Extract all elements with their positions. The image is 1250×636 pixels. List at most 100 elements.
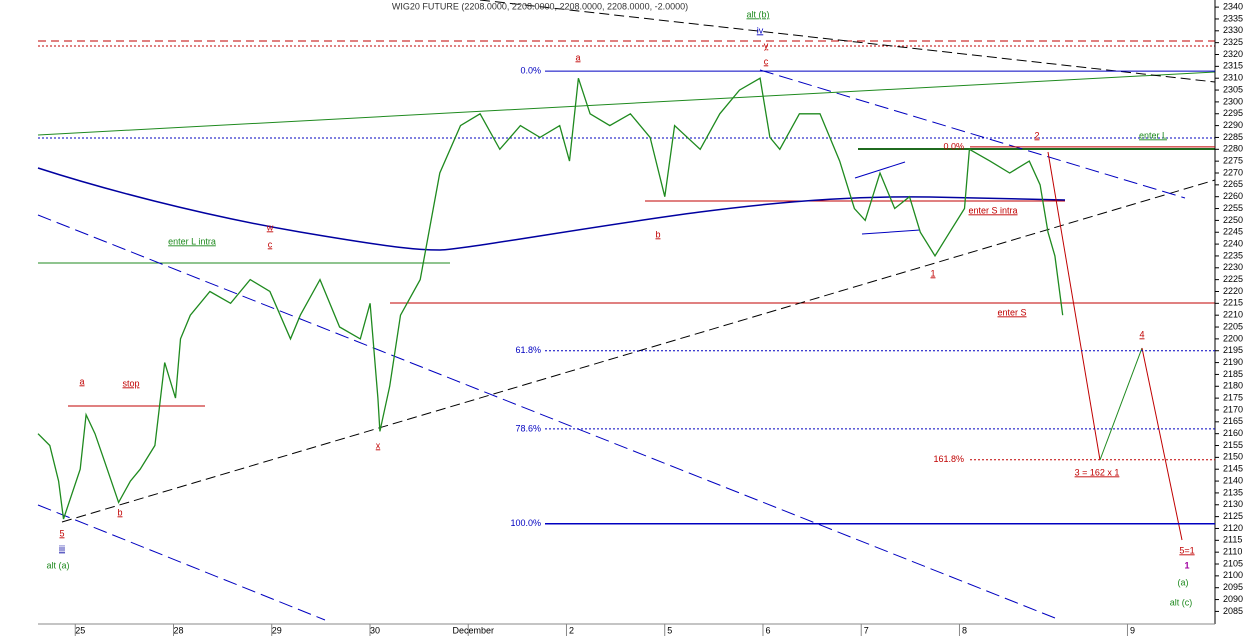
wave-label: a: [575, 52, 580, 62]
y-tick-label: 2135: [1223, 487, 1243, 497]
signal-label: enter S intra: [968, 205, 1017, 215]
y-tick-label: 2275: [1223, 156, 1243, 166]
y-tick-label: 2300: [1223, 96, 1243, 106]
y-tick-label: 2085: [1223, 606, 1243, 616]
wave-label: alt (b): [746, 9, 769, 19]
wave-label: iii: [59, 543, 65, 553]
y-tick-label: 2225: [1223, 274, 1243, 284]
channel-line: [861, 229, 921, 235]
x-tick-label: 25: [75, 625, 85, 635]
wave-label: 1: [1184, 560, 1189, 570]
study-lines: [37, 0, 1216, 621]
y-tick-label: 2140: [1223, 475, 1243, 485]
y-tick-label: 2285: [1223, 132, 1243, 142]
y-tick-label: 2145: [1223, 464, 1243, 474]
projection: [1047, 151, 1101, 461]
moving-average: [37, 167, 1066, 251]
y-tick-label: 2210: [1223, 310, 1243, 320]
y-tick-label: 2245: [1223, 227, 1243, 237]
y-tick-label: 2305: [1223, 84, 1243, 94]
fib-label: 161.8%: [933, 454, 964, 464]
y-tick-label: 2335: [1223, 13, 1243, 23]
wave-label: a: [79, 376, 84, 386]
signal-label: enter L intra: [168, 236, 216, 246]
y-tick-label: 2165: [1223, 416, 1243, 426]
wave-label: 4: [1139, 329, 1144, 339]
wave-label: 1: [930, 268, 935, 278]
wave-label: iv: [757, 25, 764, 35]
wave-label: b: [117, 507, 122, 517]
y-tick-label: 2090: [1223, 594, 1243, 604]
fib-label: 100.0%: [510, 518, 541, 528]
annotations: a iv alt (b) y c b w c enter L intra a s…: [46, 9, 1194, 607]
y-tick-label: 2125: [1223, 511, 1243, 521]
y-tick-label: 2200: [1223, 333, 1243, 343]
fib-label: 78.6%: [515, 423, 541, 433]
wave-label: 5: [59, 528, 64, 538]
wave-label: c: [764, 56, 769, 66]
wave-label: c: [268, 239, 273, 249]
price-line: [37, 77, 1064, 520]
wave-label: x: [376, 440, 381, 450]
y-tick-label: 2180: [1223, 381, 1243, 391]
y-tick-label: 2110: [1223, 547, 1242, 557]
y-tick-label: 2255: [1223, 203, 1243, 213]
x-tick-label: 6: [765, 625, 770, 635]
channel-line: [854, 161, 906, 179]
y-tick-label: 2315: [1223, 61, 1243, 71]
x-tick-label: 7: [864, 625, 869, 635]
x-tick-label: 2: [569, 625, 574, 635]
fib-label: 61.8%: [515, 345, 541, 355]
wave-label: alt (a): [46, 560, 69, 570]
fib-label: 0.0%: [943, 141, 964, 151]
signal-label: stop: [122, 378, 139, 388]
trend-line: [759, 69, 1186, 199]
y-tick-label: 2205: [1223, 321, 1243, 331]
y-tick-label: 2185: [1223, 369, 1243, 379]
trend-line: [37, 214, 1056, 619]
y-tick-label: 2320: [1223, 49, 1243, 59]
y-tick-label: 2160: [1223, 428, 1243, 438]
fib-label: 0.0%: [520, 65, 541, 75]
y-tick-label: 2310: [1223, 73, 1243, 83]
y-tick-label: 2115: [1223, 535, 1242, 545]
wave-label: 3 = 162 x 1: [1075, 467, 1120, 477]
wave-label: y: [764, 40, 769, 50]
x-tick-label: 9: [1130, 625, 1135, 635]
x-tick-label: 8: [962, 625, 967, 635]
x-tick-label: 30: [370, 625, 380, 635]
y-tick-label: 2240: [1223, 238, 1243, 248]
y-tick-label: 2120: [1223, 523, 1243, 533]
y-tick-label: 2150: [1223, 452, 1243, 462]
y-tick-label: 2220: [1223, 286, 1243, 296]
y-tick-label: 2270: [1223, 167, 1243, 177]
signal-label: enter S: [997, 307, 1026, 317]
y-tick-label: 2195: [1223, 345, 1243, 355]
y-tick-label: 2170: [1223, 404, 1243, 414]
y-tick-label: 2215: [1223, 298, 1243, 308]
x-tick-label: 29: [272, 625, 282, 635]
signal-label: enter L: [1139, 130, 1167, 140]
y-tick-label: 2235: [1223, 250, 1243, 260]
y-tick-label: 2280: [1223, 144, 1243, 154]
x-tick-label: 5: [667, 625, 672, 635]
wave-label: 2: [1034, 130, 1039, 140]
y-tick-label: 2100: [1223, 570, 1243, 580]
wave-label: w: [266, 222, 274, 232]
trend-line: [37, 504, 326, 621]
wave-label: b: [655, 229, 660, 239]
y-tick-label: 2330: [1223, 25, 1243, 35]
y-tick-label: 2265: [1223, 179, 1243, 189]
y-tick-label: 2340: [1223, 1, 1243, 11]
y-tick-label: 2260: [1223, 191, 1243, 201]
y-tick-label: 2130: [1223, 499, 1243, 509]
y-tick-label: 2155: [1223, 440, 1243, 450]
chart-title: WIG20 FUTURE (2208.0000, 2208.0000, 2208…: [392, 1, 688, 11]
y-tick-label: 2250: [1223, 215, 1243, 225]
y-tick-label: 2095: [1223, 582, 1243, 592]
x-tick-label: December: [452, 625, 494, 635]
wave-label: (a): [1178, 577, 1189, 587]
trend-line: [37, 71, 1216, 136]
